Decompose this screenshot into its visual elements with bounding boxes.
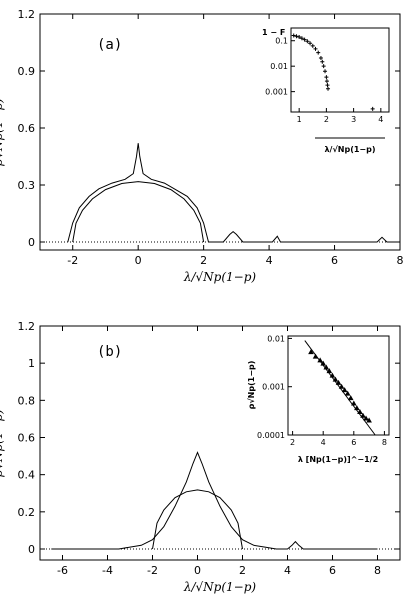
inset-a-y-label: 1 − F: [262, 28, 285, 37]
panel-b-xtick-label: 4: [284, 564, 291, 577]
panel-a-inset-xtick-label: 4: [378, 115, 383, 124]
panel-a-xtick-label: 4: [266, 254, 273, 267]
panel-b-ytick-label: 0.2: [18, 506, 36, 519]
inset-b-point: [317, 357, 323, 363]
inset-b-y-label: ρ√Np(1−p): [247, 361, 256, 410]
panel-b-numerical-line: [51, 451, 378, 550]
inset-a-point: [324, 75, 329, 80]
panel-b-semicircle-line: [152, 489, 243, 550]
panel-b-xtick-label: 6: [329, 564, 336, 577]
inset-a-point: [320, 59, 325, 64]
inset-a-point: [370, 106, 375, 111]
inset-a-point: [316, 50, 321, 55]
panel-b-inset-xtick-label: 2: [290, 438, 295, 447]
inset-a-point: [305, 39, 310, 44]
panel-a-x-axis-label: λ/√Np(1−p): [183, 270, 257, 284]
inset-a-point: [321, 64, 326, 69]
panel-a-numerical-line: [67, 143, 400, 243]
inset-b-point: [308, 349, 314, 355]
inset-a-point: [297, 35, 302, 40]
panel-b-ytick-label: 0.6: [18, 432, 36, 445]
inset-a-point: [324, 79, 329, 84]
inset-a-point: [310, 43, 315, 48]
inset-b-point: [366, 417, 372, 423]
inset-b-point: [323, 364, 330, 370]
inset-a-point: [326, 86, 331, 91]
panel-a-ytick-label: 0.3: [18, 179, 36, 192]
panel-a-inset-xtick-label: 3: [351, 115, 356, 124]
inset-a-point: [302, 37, 307, 42]
inset-b-point: [357, 408, 363, 414]
panel-a-xtick-label: 6: [331, 254, 338, 267]
panel-a-inset-xtick-label: 1: [297, 115, 302, 124]
panel-b-ytick-label: 0.4: [18, 469, 36, 482]
inset-a-x-label: λ/√Np(1−p): [324, 145, 375, 154]
panel-a-ytick-label: 0: [28, 236, 35, 249]
panel-b-plot-frame: [39, 325, 401, 561]
inset-b-point: [312, 353, 319, 359]
inset-a-point: [299, 36, 304, 41]
panel-a-semicircle-line: [72, 181, 205, 243]
panel-a-ytick-label: 1.2: [18, 8, 36, 21]
inset-a-point: [313, 46, 318, 51]
inset-b-point: [338, 383, 345, 389]
inset-b-point: [326, 368, 333, 374]
panel-b-y-axis-label: ρ√Np(1−p): [0, 409, 5, 478]
panel-a-label: (a): [97, 37, 122, 53]
panel-b-ytick-label: 1.2: [18, 320, 36, 333]
panel-a-inset-ytick-label: 0.1: [275, 37, 288, 46]
inset-a-point: [308, 41, 313, 46]
panel-b-label: (b): [97, 344, 122, 360]
panel-b-x-axis-label: λ/√Np(1−p): [183, 580, 257, 594]
inset-b-point: [347, 395, 354, 401]
panel-b-inset-ytick-label: 0.0001: [257, 431, 285, 440]
panel-b-ytick-label: 0: [28, 543, 35, 556]
panel-a-y-axis-label: ρ√Np(1−p): [0, 98, 5, 167]
panel-a-ytick-label: 0.6: [18, 122, 36, 135]
inset-b-point: [341, 387, 348, 393]
panel-a-xtick-label: 2: [200, 254, 207, 267]
inset-a-point: [291, 33, 296, 38]
panel-b-xtick-label: 8: [374, 564, 381, 577]
inset-b-point: [344, 390, 351, 396]
panel-b-inset-xtick-label: 4: [321, 438, 326, 447]
inset-b-point: [351, 400, 357, 406]
inset-b-point: [320, 360, 326, 366]
inset-b-x-label: λ [Np(1−p)]^−1/2: [298, 455, 378, 464]
inset-a-point: [318, 55, 323, 60]
panel-a-inset-frame: [290, 27, 390, 113]
panel-b-ytick-label: 0.8: [18, 394, 36, 407]
inset-b-point: [332, 376, 339, 382]
panel-b-inset-ytick-label: 0.01: [267, 334, 285, 343]
inset-b-point: [354, 405, 360, 411]
panel-b-xtick-label: 2: [239, 564, 246, 577]
inset-b-point: [335, 379, 342, 385]
inset-b-point: [363, 415, 369, 421]
inset-a-point: [294, 34, 299, 39]
panel-a-inset-ytick-label: 0.001: [265, 88, 288, 97]
panel-a-inset-xtick-label: 2: [324, 115, 329, 124]
panel-b-ytick-label: 1: [28, 357, 35, 370]
inset-b-point: [360, 412, 366, 418]
panel-b-inset-xtick-label: 6: [351, 438, 356, 447]
panel-a-xtick-label: 0: [135, 254, 142, 267]
panel-a-inset-ytick-label: 0.01: [270, 62, 288, 71]
panel-a-plot-frame: [39, 13, 401, 251]
panel-a-xtick-label: 8: [397, 254, 404, 267]
inset-a-point: [323, 69, 328, 74]
panel-b-xtick-label: -2: [147, 564, 158, 577]
inset-b-point: [329, 372, 336, 378]
panel-a-xtick-label: -2: [67, 254, 78, 267]
panel-a-ytick-label: 0.9: [18, 65, 36, 78]
inset-a-point: [325, 83, 330, 88]
panel-b-inset-ytick-label: 0.001: [262, 383, 285, 392]
panel-b-xtick-label: 0: [194, 564, 201, 577]
panel-b-inset-xtick-label: 8: [382, 438, 387, 447]
panel-b-xtick-label: -4: [102, 564, 113, 577]
panel-b-xtick-label: -6: [57, 564, 68, 577]
